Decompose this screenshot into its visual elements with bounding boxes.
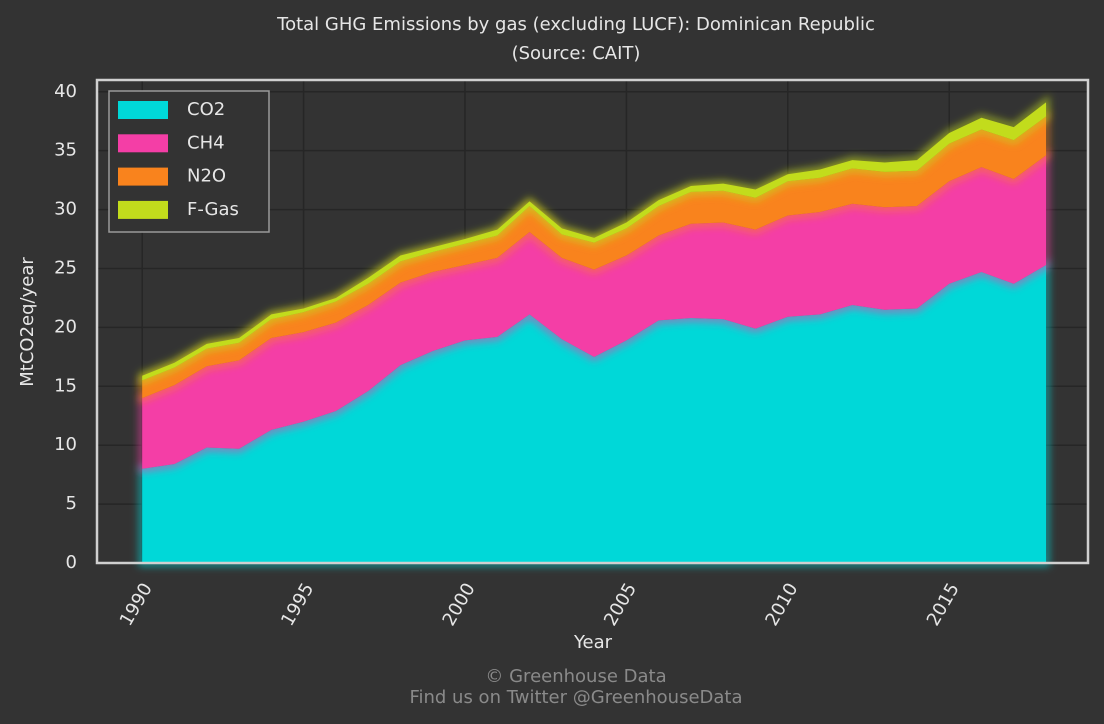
y-tick-label: 35 <box>54 140 77 161</box>
plot-frame <box>95 78 1090 565</box>
area <box>142 116 1047 399</box>
legend-swatch <box>118 167 168 186</box>
legend-label: CH4 <box>187 132 225 153</box>
area <box>142 102 1047 381</box>
y-tick-label: 30 <box>54 199 77 220</box>
y-axis-label: MtCO2eq/year <box>17 257 38 387</box>
credit: Find us on Twitter @GreenhouseData <box>409 687 742 708</box>
y-tick-label: 5 <box>66 493 77 514</box>
legend-swatch <box>118 200 168 219</box>
y-tick-label: 0 <box>66 552 77 573</box>
x-axis-label: Year <box>573 632 613 653</box>
legend-label: F-Gas <box>187 199 239 220</box>
y-tick-label: 10 <box>54 434 77 455</box>
y-tick-label: 25 <box>54 257 77 278</box>
y-tick-label: 40 <box>54 81 77 102</box>
area <box>142 155 1047 469</box>
legend-label: CO2 <box>187 99 225 120</box>
y-tick-label: 20 <box>54 316 77 337</box>
y-tick-label: 15 <box>54 375 77 396</box>
legend-label: N2O <box>187 166 226 187</box>
area <box>142 264 1047 563</box>
legend-swatch <box>118 101 168 119</box>
chart-subtitle: (Source: CAIT) <box>512 43 641 64</box>
chart-title: Total GHG Emissions by gas (excluding LU… <box>276 14 875 35</box>
legend-swatch <box>118 134 168 153</box>
credit: © Greenhouse Data <box>485 666 666 687</box>
